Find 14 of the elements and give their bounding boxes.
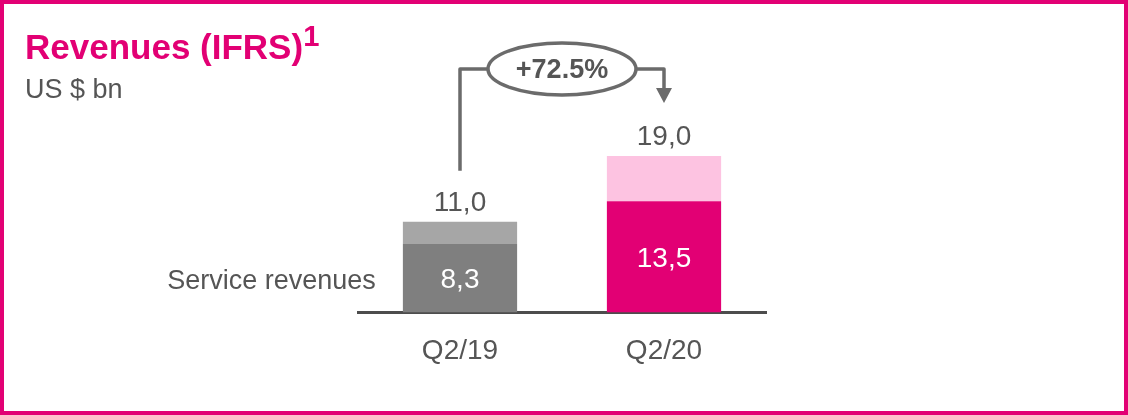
bar [402, 244, 518, 313]
chart-title: Revenues (IFRS)$^{1}$ [25, 20, 320, 66]
data-label: 13,5 [636, 241, 692, 273]
text: US $ bn [25, 74, 123, 104]
bar [402, 221, 518, 245]
bar [606, 201, 722, 313]
total-label: 19,0 [636, 120, 692, 151]
text: +72.5% [515, 53, 609, 84]
x-tick-label: Q2/20 [625, 333, 703, 365]
total-label: 11,0 [433, 185, 487, 217]
series-label: Service revenues [167, 264, 376, 295]
bar [606, 156, 722, 202]
x-tick-label: Q2/19 [421, 333, 499, 365]
data-label: 8,3 [440, 262, 480, 294]
